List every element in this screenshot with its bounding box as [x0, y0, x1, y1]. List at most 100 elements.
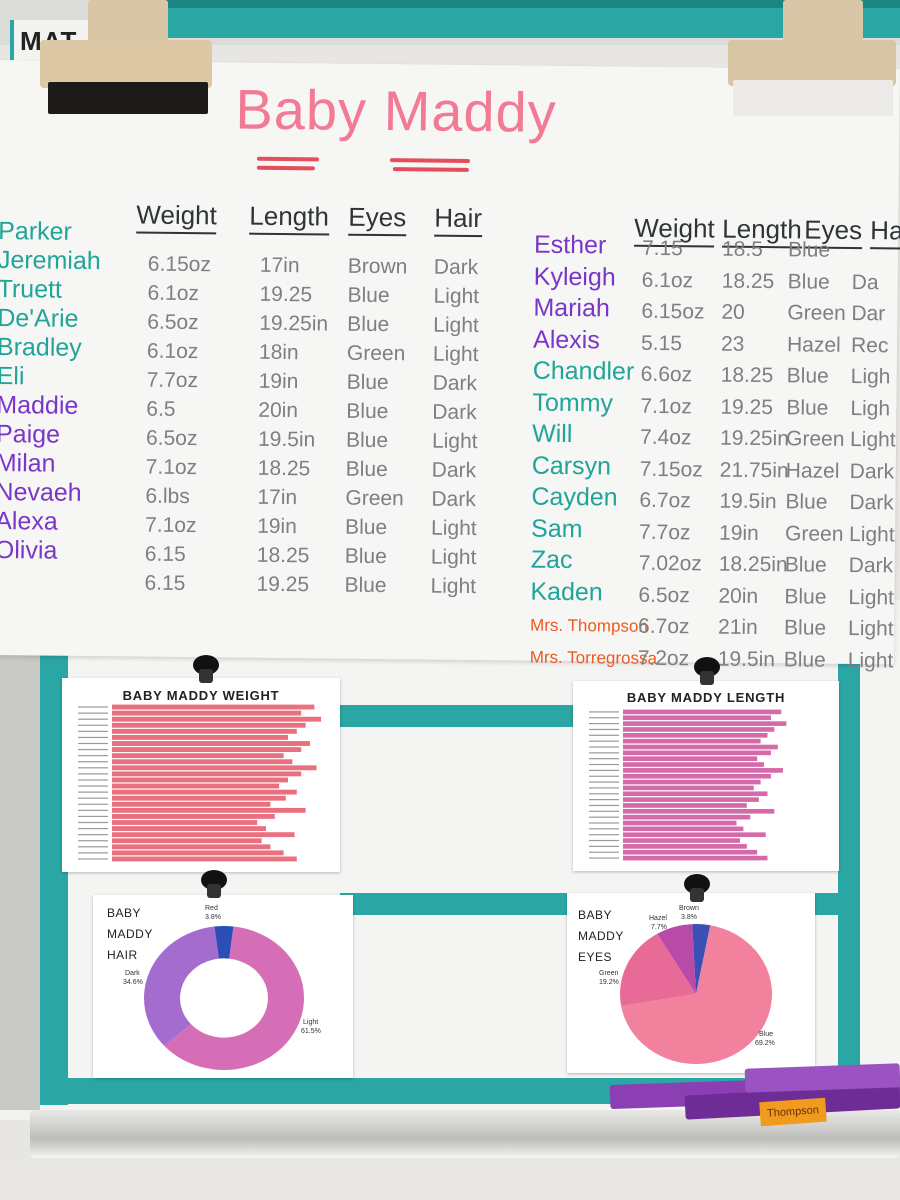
- bar-label-mark: [78, 748, 108, 751]
- value-weight: 7.15: [641, 236, 684, 261]
- value-eyes: Blue: [344, 573, 387, 598]
- student-name: Alexa: [0, 507, 58, 536]
- value-length: 21.75in: [719, 458, 789, 482]
- bar: [623, 721, 787, 726]
- bar-label-mark: [78, 803, 108, 805]
- bar-label-mark: [78, 834, 108, 836]
- value-weight: 7.7oz: [146, 368, 199, 393]
- value-weight: 5.15: [640, 331, 683, 355]
- value-hair: Ligh: [850, 396, 891, 420]
- value-length: 19in: [257, 514, 297, 539]
- eyes-title-line: EYES: [578, 950, 613, 964]
- value-hair: Dark: [848, 553, 894, 578]
- value-length: 19in: [258, 369, 299, 394]
- whiteboard-frame: [0, 620, 40, 1110]
- student-name: Esther: [533, 230, 607, 260]
- bar: [623, 820, 737, 826]
- slice-dark: [144, 926, 219, 1046]
- bar: [112, 759, 293, 765]
- value-weight: 6.7oz: [637, 614, 690, 639]
- bar: [623, 756, 758, 762]
- value-eyes: Blue: [347, 283, 390, 308]
- length-chart-printout: BABY MADDY LENGTH: [573, 681, 839, 871]
- value-eyes: Hazel: [786, 332, 841, 357]
- bar-label-mark: [78, 767, 108, 769]
- value-eyes: Blue: [786, 395, 829, 420]
- bar: [112, 844, 271, 850]
- length-bar-chart: [589, 709, 787, 861]
- value-weight: 6.1oz: [641, 268, 694, 292]
- value-hair: Light: [431, 429, 478, 454]
- slice-red: [214, 926, 234, 959]
- value-weight: 6.15: [144, 571, 186, 596]
- bar-label-mark: [78, 815, 108, 818]
- hair-title-line: HAIR: [107, 948, 138, 962]
- bar: [112, 801, 271, 807]
- bar: [112, 734, 288, 740]
- value-weight: 6.7oz: [639, 488, 691, 513]
- value-length: 19.25in: [719, 426, 790, 451]
- eyes-hazel-pct: 7.7%: [651, 924, 667, 931]
- value-length: 20in: [718, 584, 759, 608]
- value-length: 17in: [259, 253, 300, 278]
- value-hair: Light: [848, 522, 895, 546]
- value-hair: Light: [847, 648, 894, 672]
- teal-tape-right: [838, 650, 860, 1090]
- value-eyes: Blue: [344, 544, 387, 569]
- value-weight: 7.02oz: [638, 551, 702, 576]
- value-weight: 6.1oz: [147, 281, 200, 306]
- value-weight: 6.5: [146, 397, 176, 421]
- value-eyes: Blue: [783, 616, 827, 640]
- length-chart-title: BABY MADDY LENGTH: [626, 690, 786, 705]
- value-hair: Dark: [432, 400, 477, 425]
- clip-front: [40, 40, 212, 88]
- value-eyes: Blue: [345, 515, 388, 540]
- value-eyes: Green: [784, 521, 844, 546]
- student-name: De'Arie: [0, 304, 79, 333]
- bar-label-mark: [78, 797, 108, 799]
- hair-donut-chart: [144, 926, 304, 1070]
- value-hair: Dar: [851, 301, 886, 326]
- value-weight: 7.1oz: [145, 455, 198, 480]
- bar: [112, 710, 302, 716]
- value-weight: 7.2oz: [637, 646, 690, 670]
- value-length: 19.5in: [719, 489, 777, 514]
- slice-hazel: [657, 924, 696, 994]
- value-hair: Light: [847, 616, 894, 641]
- title-underline: [392, 167, 469, 172]
- bar-label-mark: [78, 730, 108, 732]
- bar: [112, 753, 284, 759]
- value-hair: Light: [849, 427, 896, 452]
- title-underline: [389, 158, 470, 163]
- eyes-hazel-label: Hazel: [649, 915, 667, 922]
- bar-label-mark: [78, 791, 108, 793]
- value-length: 23: [720, 332, 745, 356]
- student-name: Nevaeh: [0, 478, 82, 507]
- bar-label-mark: [589, 763, 619, 766]
- clip-base: [48, 82, 208, 114]
- value-weight: 6.5oz: [147, 310, 199, 335]
- value-length: 19.5in: [257, 427, 316, 452]
- column-header: Hair: [434, 202, 483, 238]
- bar: [112, 820, 258, 825]
- bar-label-mark: [589, 775, 619, 777]
- eyes-blue-label: Blue: [759, 1031, 774, 1038]
- bar: [112, 728, 297, 734]
- slice-light: [164, 926, 304, 1070]
- eyes-green-label: Green: [599, 970, 619, 977]
- title-underline: [256, 156, 319, 162]
- bar: [112, 789, 297, 795]
- bar-label-mark: [589, 740, 619, 742]
- bar: [623, 849, 758, 855]
- eyes-chart-printout: BABY MADDY EYES Brown 3.8% Hazel 7.7% Gr…: [567, 893, 815, 1073]
- bar-label-mark: [78, 742, 108, 745]
- value-hair: Light: [432, 342, 479, 367]
- value-weight: 6.1oz: [146, 339, 199, 364]
- bar: [623, 808, 775, 814]
- bar: [112, 741, 310, 746]
- value-hair: Da: [851, 270, 879, 294]
- folder-name-tag: Thompson: [759, 1097, 827, 1127]
- hair-red-pct: 3.8%: [205, 914, 221, 921]
- value-length: 18.25: [720, 363, 774, 388]
- eyes-title-line: BABY: [578, 908, 613, 922]
